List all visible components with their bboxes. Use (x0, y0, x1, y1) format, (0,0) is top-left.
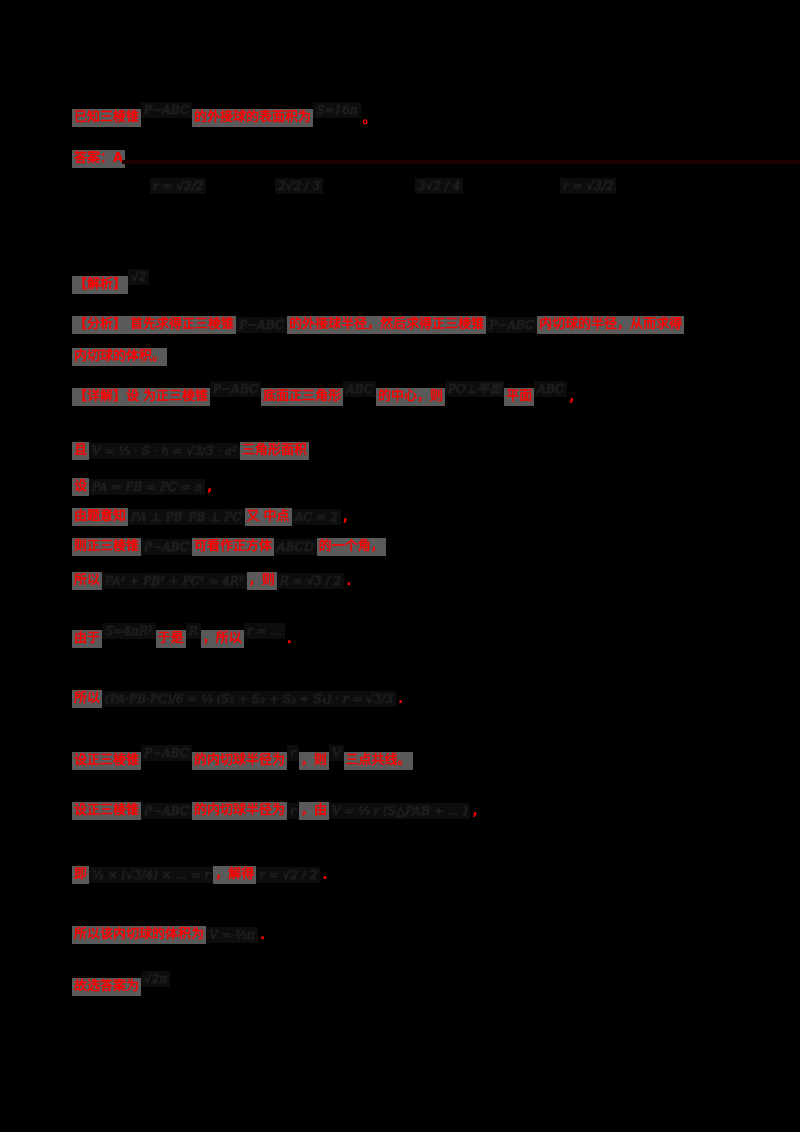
fenxi-math-2: P−ABC (486, 317, 538, 333)
line-math-3: AC = 2 (291, 509, 341, 525)
detail-text-1: 为正三棱锥 (141, 388, 211, 406)
question-middle: 的外接球的表面积为 (192, 109, 314, 127)
line-math-2: R (185, 623, 201, 639)
detail-line: 【详解】设 为正三棱锥 P−ABC 底面正三角形 ABC 的中心，则 PO⊥平面… (72, 381, 575, 406)
line-text-1: 于是 (155, 630, 186, 648)
answer-label: 答案：A (72, 150, 126, 168)
option-d: r = √3/2 (560, 178, 617, 194)
body-line-12: 故选答案为 √2π (72, 971, 171, 996)
line-text-3: 三点共线。 (343, 752, 413, 770)
analysis-line: 【解析】 √2 (72, 269, 150, 294)
line-math-1: P−ABC (141, 745, 193, 761)
detail-text-3: 的中心，则 (375, 388, 445, 406)
body-line-2: 设 PA = PB = PC = a , (72, 478, 213, 496)
body-line-10: 即 ⅓ × (√3/4) × ... = r ，解得 r = √2 / 2 . (72, 866, 328, 884)
line-label: 即 (72, 866, 90, 884)
line-math-3: V (328, 745, 344, 761)
detail-text-4: 平面 (504, 388, 535, 406)
line-label: 且 (72, 442, 90, 460)
detail-math-4: ABC (534, 381, 568, 397)
line-text-2: ，由 (298, 802, 329, 820)
line-math-2: R = √3 / 2 (276, 573, 345, 589)
body-line-3: 由题意知 PA ⊥ PB PB ⊥ PC 又 中点 AC = 2 , (72, 508, 348, 526)
body-line-5: 所以 PA² + PB² + PC² = 4R² ，则 R = √3 / 2 . (72, 572, 352, 590)
line-math-2: r (287, 745, 299, 761)
line-math-2: PB ⊥ PC (185, 509, 245, 525)
line-math-2: ABCD (274, 539, 317, 555)
body-line-11: 所以该内切球的体积为 V = ⅔π . (72, 926, 266, 944)
line-text-2: 的一个角， (316, 538, 386, 556)
line-math-3: r = ... (243, 623, 285, 639)
line-label: 所以该内切球的体积为 (72, 926, 207, 944)
line-math: √2π (141, 971, 171, 987)
line-label: 所以 (72, 690, 103, 708)
line-label: 设正三棱锥 (72, 802, 142, 820)
line-label: 设正三棱锥 (72, 752, 142, 770)
line-label: 由题意知 (72, 508, 129, 526)
analysis-math: √2 (128, 269, 150, 285)
line-label: 则正三棱锥 (72, 538, 142, 556)
detail-math-1: P−ABC (210, 381, 262, 397)
line-text-1: ，则 (246, 572, 277, 590)
line-label: 由于 (72, 630, 103, 648)
line-math: PA = PB = PC = a (89, 479, 206, 495)
line-math-1: P−ABC (141, 803, 193, 819)
line-text-2: 中点 (261, 508, 292, 526)
line-math-2: r (287, 803, 299, 819)
body-line-6: 由于 S=4πR² 于是 R ，所以 r = ... . (72, 623, 292, 648)
line-text-1: 的内切球半径为 (192, 802, 288, 820)
body-line-8: 设正三棱锥 P−ABC 的内切球半径为 r ，则 V 三点共线。 (72, 745, 413, 770)
analysis-label: 【解析】 (72, 276, 129, 294)
line-math: V = ⅓ · S · h = √3/3 · a² (89, 443, 240, 459)
body-line-9: 设正三棱锥 P−ABC 的内切球半径为 r ，由 V = ⅓ r (S△PAB … (72, 802, 478, 820)
line-math-1: PA ⊥ PB (128, 509, 186, 525)
question-prefix: 已知三棱锥 (72, 109, 142, 127)
line-label: 故选答案为 (72, 978, 142, 996)
detail-math-3: PO⊥平面 (444, 381, 505, 397)
line-math: (PA·PB·PC)/6 = ⅓ (S₁ + S₂ + S₃ + S₄) · r… (102, 691, 396, 707)
line-math-3: V = ⅓ r (S△PAB + ... ) (328, 803, 471, 819)
line-math: V = ⅔π (206, 927, 258, 943)
question-math-1: P−ABC (141, 102, 193, 118)
line-math-2: r = √2 / 2 (256, 867, 321, 883)
answer-line: 答案：A (72, 150, 126, 168)
fenxi-line-2: 内切球的体积。 (72, 348, 168, 366)
answer-underline (122, 160, 800, 164)
line-text-2: ，所以 (200, 630, 244, 648)
line-text-2: ，则 (298, 752, 329, 770)
question-end: 。 (362, 111, 377, 127)
body-line-4: 则正三棱锥 P−ABC 可看作正方体 ABCD 的一个角， (72, 538, 386, 556)
line-text-1: 可看作正方体 (192, 538, 275, 556)
option-b: 2√2 / 3 (275, 178, 324, 194)
line-end: , (342, 509, 349, 525)
line-math-1: PA² + PB² + PC² = 4R² (102, 573, 247, 589)
detail-math-2: ABC (343, 381, 376, 397)
question-line: 已知三棱锥 P−ABC 的外接球的表面积为 S=16π 。 (72, 102, 377, 128)
line-label: 设 (72, 478, 90, 496)
line-text-1: ，解得 (213, 866, 257, 884)
line-text-1: 又 (244, 508, 262, 526)
line-text: 三角形面积 (239, 442, 309, 460)
question-math-2: S=16π (313, 102, 361, 118)
option-c: 3√2 / 4 (415, 178, 464, 194)
fenxi-label: 【分析】 (72, 316, 129, 334)
detail-text-2: 底面正三角形 (261, 388, 344, 406)
detail-label: 【详解】设 (72, 388, 142, 406)
fenxi-text-4: 内切球的体积。 (72, 348, 168, 366)
line-math-1: ⅓ × (√3/4) × ... = r (89, 867, 214, 883)
fenxi-math-1: P−ABC (236, 317, 288, 333)
fenxi-text-3: 内切球的半径，从而求得 (537, 316, 685, 334)
line-math-1: P−ABC (141, 539, 193, 555)
body-line-1: 且 V = ⅓ · S · h = √3/3 · a² 三角形面积 (72, 442, 309, 460)
fenxi-text-2: 的外接球半径，然后求得正三棱锥 (287, 316, 487, 334)
line-text-1: 的内切球半径为 (192, 752, 288, 770)
line-math-1: S=4πR² (102, 623, 156, 639)
fenxi-text-1: 首先求得正三棱锥 (128, 316, 237, 334)
body-line-7: 所以 (PA·PB·PC)/6 = ⅓ (S₁ + S₂ + S₃ + S₄) … (72, 690, 404, 708)
fenxi-line: 【分析】 首先求得正三棱锥 P−ABC 的外接球半径，然后求得正三棱锥 P−AB… (72, 316, 685, 334)
line-label: 所以 (72, 572, 103, 590)
option-a: r = √2/2 (150, 178, 207, 194)
